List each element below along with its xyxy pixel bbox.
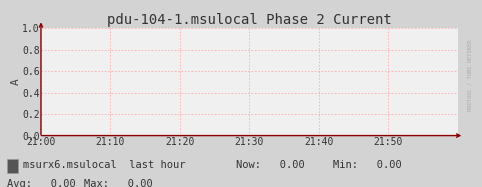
Text: Max:   0.00: Max: 0.00 [84,179,153,187]
Text: Min:   0.00: Min: 0.00 [333,160,402,171]
Title: pdu-104-1.msulocal Phase 2 Current: pdu-104-1.msulocal Phase 2 Current [107,13,392,27]
Text: msurx6.msulocal  last hour: msurx6.msulocal last hour [23,160,186,171]
Text: Now:   0.00: Now: 0.00 [236,160,305,171]
Text: Avg:   0.00: Avg: 0.00 [7,179,76,187]
Y-axis label: A: A [11,78,21,85]
Text: RRDTOOL / TOBI OETIKER: RRDTOOL / TOBI OETIKER [468,39,472,111]
